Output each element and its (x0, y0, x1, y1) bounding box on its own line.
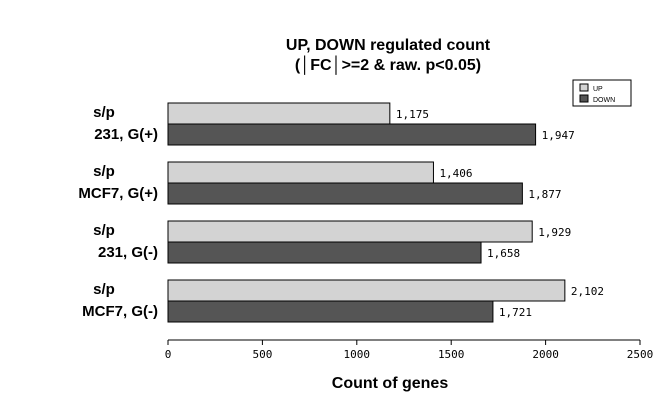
bar-down-4 (167, 300, 494, 323)
legend-swatch-down (579, 94, 589, 103)
bar-down-1 (167, 123, 537, 146)
bar-down-2 (167, 182, 523, 205)
x-axis-label: Count of genes (332, 375, 449, 392)
data-label-down-3: 1,658 (487, 247, 520, 260)
category-labels: s/p 231, G(+) s/p MCF7, G(+) s/p 231, G(-) s/p… (78, 104, 158, 320)
data-label-down-1: 1,947 (542, 129, 575, 142)
data-label-up-2: 1,406 (439, 167, 472, 180)
legend-swatch-up (579, 83, 589, 92)
bar-up-1 (167, 102, 391, 125)
data-label-down-2: 1,877 (528, 188, 561, 201)
data-label-up-3: 1,929 (538, 226, 571, 239)
category-label-4-line-2: MCF7, G(-) (82, 303, 158, 320)
x-tick-label-2: 500 (252, 348, 272, 361)
x-tick-label-4: 1500 (438, 348, 465, 361)
category-label-1-line-1: s/p (93, 104, 115, 121)
data-label-up-1: 1,175 (396, 108, 429, 121)
x-tick-label-3: 1000 (344, 348, 371, 361)
chart-title-line-1: UP, DOWN regulated count (286, 37, 491, 54)
category-label-4-line-1: s/p (93, 281, 115, 298)
category-label-3-line-1: s/p (93, 222, 115, 239)
x-tick-label-5: 2000 (532, 348, 559, 361)
bar-down-3 (167, 241, 482, 264)
bar-up-3 (167, 220, 533, 243)
data-label-up-4: 2,102 (571, 285, 604, 298)
chart-title: UP, DOWN regulated count(│FC│>=2 & raw. … (286, 37, 491, 75)
legend: UP DOWN (572, 79, 632, 107)
bar-up-2 (167, 161, 434, 184)
category-label-3-line-2: 231, G(-) (98, 244, 158, 261)
category-label-2-line-1: s/p (93, 163, 115, 180)
x-tick-label-6: 2500 (627, 348, 654, 361)
data-label-down-4: 1,721 (499, 306, 532, 319)
chart-title-line-2: (│FC│>=2 & raw. p<0.05) (295, 55, 481, 75)
x-axis: 0 500 1000 1500 2000 2500 Count of genes (165, 339, 654, 392)
chart-bars: 1,175 1,947 1,406 1,877 1,929 1,658 2,102 1,721 (167, 102, 604, 323)
legend-label-up: UP (593, 86, 603, 93)
legend-label-down: DOWN (593, 97, 615, 104)
x-tick-label-1: 0 (165, 348, 172, 361)
category-label-2-line-2: MCF7, G(+) (78, 185, 158, 202)
category-label-1-line-2: 231, G(+) (94, 126, 158, 143)
bar-up-4 (167, 279, 566, 302)
